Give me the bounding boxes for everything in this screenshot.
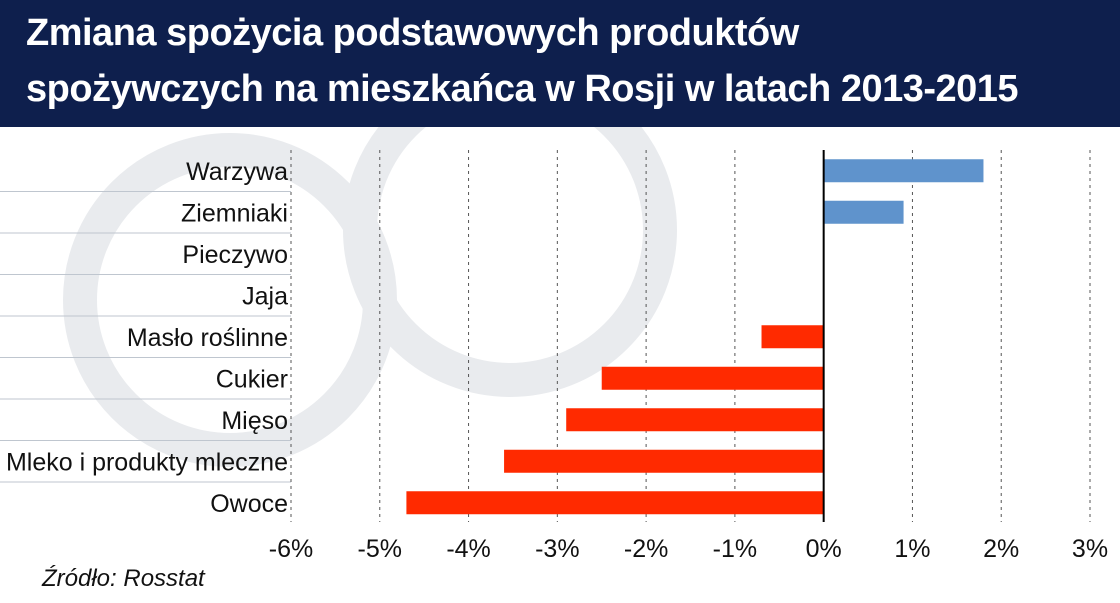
x-tick-label: -4%: [446, 535, 490, 563]
category-label: Owoce: [210, 490, 288, 518]
x-tick-label: 2%: [983, 535, 1019, 563]
x-tick-label: -1%: [713, 535, 757, 563]
bar-5: [761, 325, 824, 349]
x-tick-label: -6%: [269, 535, 313, 563]
bar-8: [504, 449, 824, 473]
category-label: Masło roślinne: [127, 324, 288, 352]
category-label: Mięso: [221, 407, 288, 435]
title-bar: Zmiana spożycia podstawowych produktów s…: [0, 0, 1120, 127]
bar-6: [601, 366, 824, 390]
category-label: Pieczywo: [182, 241, 288, 269]
chart-title-line-2: spożywczych na mieszkańca w Rosji w lata…: [26, 68, 1019, 110]
x-tick-label: 0%: [806, 535, 842, 563]
x-tick-label: 3%: [1072, 535, 1108, 563]
bar-7: [566, 408, 824, 432]
bar-1: [823, 159, 984, 183]
x-tick-label: 1%: [894, 535, 930, 563]
bar-2: [823, 200, 904, 224]
category-label: Ziemniaki: [181, 199, 288, 227]
source-note: Źródło: Rosstat: [42, 565, 205, 592]
category-label: Cukier: [216, 365, 288, 393]
x-tick-label: -2%: [624, 535, 668, 563]
category-label: Jaja: [242, 282, 288, 310]
category-label: Warzywa: [186, 158, 288, 186]
chart-title-line-1: Zmiana spożycia podstawowych produktów: [26, 12, 799, 54]
x-tick-label: -5%: [358, 535, 402, 563]
category-label: Mleko i produkty mleczne: [6, 448, 288, 476]
x-tick-label: -3%: [535, 535, 579, 563]
bar-9: [406, 491, 824, 515]
